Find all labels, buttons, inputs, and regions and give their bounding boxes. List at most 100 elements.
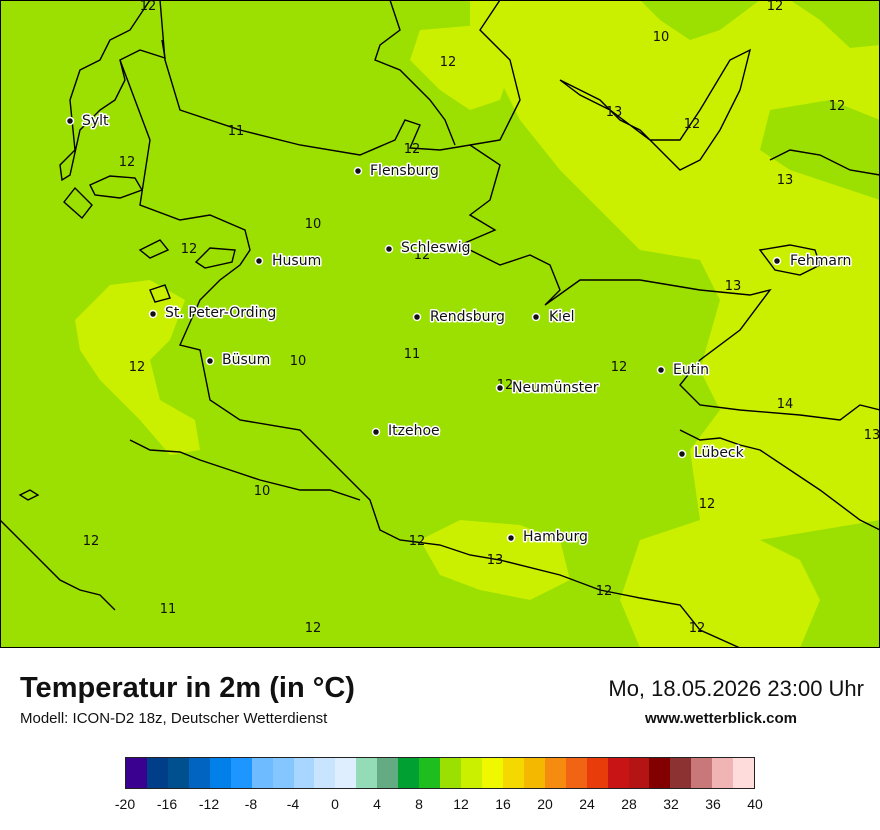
cities: Sylt Flensburg Schleswig Husum St. Peter… [65,112,853,547]
city-hamburg[interactable]: Hamburg [506,528,589,547]
isoline-label: 12 [596,584,613,599]
city-label: Kiel [549,309,575,325]
color-scale-cell [419,758,441,788]
color-scale-cell [167,758,189,788]
color-scale-cell [293,758,315,788]
city-dot [412,312,422,322]
city-dot [495,383,505,393]
color-scale-cell [733,758,755,788]
city-rendsburg[interactable]: Rendsburg [412,308,506,327]
city-st-peter-ording[interactable]: St. Peter-Ording [148,304,278,323]
isoline-label: 12 [83,534,100,549]
color-scale-cell [314,758,336,788]
color-scale-tick-label: 32 [663,796,679,812]
city-label: Neumünster [512,380,599,396]
isoline-label: 12 [611,360,628,375]
isoline-label: 12 [129,360,146,375]
city-schleswig[interactable]: Schleswig [384,239,472,258]
color-scale-tick-label: -12 [198,796,220,812]
city-dot [254,256,264,266]
isoline-label: 13 [487,553,504,568]
city-itzehoe[interactable]: Itzehoe [371,422,441,441]
isoline-label: 12 [684,117,701,132]
color-scale-cell [209,758,231,788]
color-scale-cell [126,758,147,788]
isoline-label: 12 [689,621,706,636]
city-label: Fehmarn [790,253,851,269]
color-scale-ticks: -20 -16 -12 -8 -4 0 4 8 12 16 20 24 28 32 36 40 [115,796,763,816]
city-fehmarn[interactable]: Fehmarn [772,252,853,271]
cool-patch-north [640,0,880,48]
city-dot [677,449,687,459]
isoline-labels: 12 10 12 12 13 12 12 11 12 12 13 10 12 1… [83,0,880,636]
city-dot [531,312,541,322]
temperature-map: 12 10 12 12 13 12 12 11 12 12 13 10 12 1… [0,0,880,648]
city-dot [353,166,363,176]
warm-zone-west-coast [75,280,200,455]
color-scale-tick-label: 24 [579,796,595,812]
isoline-label: 10 [254,484,271,499]
warm-zone-hamburg [420,520,570,600]
city-label: Hamburg [523,529,588,545]
color-scale-cell [251,758,273,788]
isoline-label: 11 [228,124,245,139]
color-scale-cell [398,758,420,788]
isoline-label: 13 [606,105,623,120]
isoline-label: 12 [767,0,784,14]
city-label: Schleswig [401,240,470,256]
city-kiel[interactable]: Kiel [531,308,576,327]
city-sylt[interactable]: Sylt [65,112,111,131]
color-scale-tick-label: 16 [495,796,511,812]
color-scale-tick-label: 12 [453,796,469,812]
city-dot [656,365,666,375]
city-label: Büsum [222,352,270,368]
color-scale-cell [565,758,587,788]
city-husum[interactable]: Husum [254,252,323,271]
warm-zone-southeast [620,520,820,648]
city-label: Sylt [82,113,109,129]
color-scale-tick-label: 0 [331,796,339,812]
color-scale-tick-label: -20 [114,796,136,812]
isoline-label: 12 [404,142,421,157]
isoline-label: 13 [777,173,794,188]
isoline-label: 12 [699,497,716,512]
color-scale-cell [188,758,210,788]
color-scale-tick-label: 36 [705,796,721,812]
isoline-label: 12 [305,621,322,636]
footer: Temperatur in 2m (in °C) Modell: ICON-D2… [0,648,880,830]
color-scale-cell [502,758,524,788]
color-scale-cell [523,758,545,788]
city-luebeck[interactable]: Lübeck [677,444,746,463]
city-eutin[interactable]: Eutin [656,361,710,380]
color-scale-cell [628,758,650,788]
color-scale-cell [335,758,357,788]
color-scale-cell [461,758,482,788]
color-scale-tick-label: -16 [156,796,178,812]
isoline-label: 12 [414,248,431,263]
temperature-color-scale [125,757,755,789]
color-scale-tick-label: 4 [373,796,381,812]
city-flensburg[interactable]: Flensburg [353,162,440,181]
cool-patch-east [760,100,880,200]
city-label: Eutin [673,362,709,378]
color-scale-cell [481,758,503,788]
isoline-label: 12 [140,0,157,14]
city-label: Flensburg [370,163,439,179]
color-scale-cell [544,758,566,788]
color-scale-cell [691,758,713,788]
color-scale-cell [272,758,294,788]
color-scale-tick-label: 40 [747,796,763,812]
city-label: Rendsburg [430,309,505,325]
color-scale-cell [356,758,378,788]
city-buesum[interactable]: Büsum [205,351,272,370]
warm-zone-north-bay [410,25,510,110]
isoline-label: 10 [290,354,307,369]
color-scale-cell [146,758,168,788]
website-link[interactable]: www.wetterblick.com [645,710,797,727]
color-scale-cell [440,758,461,788]
isoline-label: 12 [829,99,846,114]
color-scale-tick-label: -8 [244,796,258,812]
isoline-label: 12 [181,242,198,257]
isoline-label: 12 [440,55,457,70]
city-neumuenster[interactable]: Neumünster [495,379,600,398]
